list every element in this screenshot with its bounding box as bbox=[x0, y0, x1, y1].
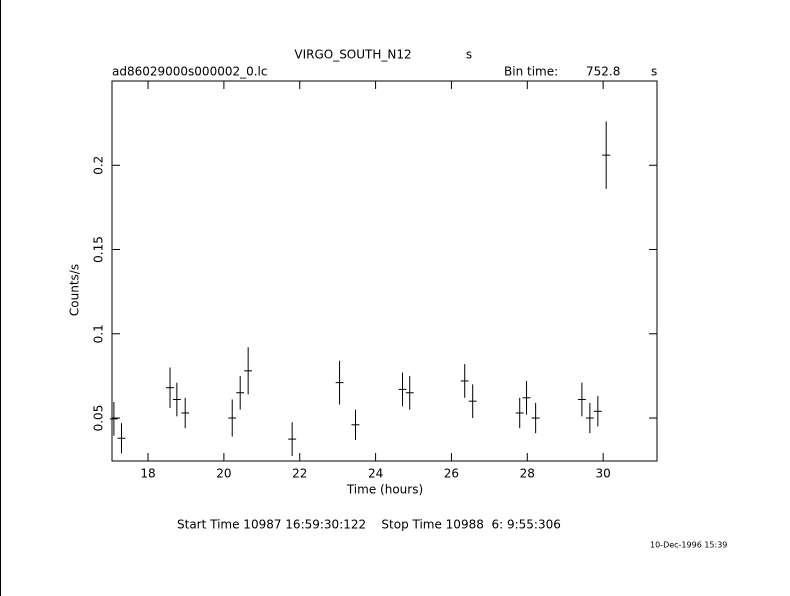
x-axis-label: Time (hours) bbox=[346, 483, 423, 497]
bin-time: 752.8 bbox=[586, 65, 620, 79]
bin-time-label: Bin time: bbox=[504, 65, 558, 79]
x-tick-label: 26 bbox=[444, 467, 459, 481]
y-tick-label: 0.2 bbox=[92, 156, 106, 175]
y-axis-label: Counts/s bbox=[68, 264, 82, 316]
x-tick-label: 28 bbox=[520, 467, 535, 481]
x-tick-label: 20 bbox=[216, 467, 231, 481]
chart-title: VIRGO_SOUTH_N12 bbox=[294, 48, 411, 62]
plot-frame bbox=[111, 80, 658, 462]
y-tick-label: 0.15 bbox=[92, 236, 106, 263]
title-unit: s bbox=[466, 48, 472, 62]
x-tick-label: 18 bbox=[140, 467, 155, 481]
bin-time-unit: s bbox=[651, 65, 657, 79]
x-tick-label: 22 bbox=[292, 467, 307, 481]
date: 10-Dec-1996 15:39 bbox=[650, 541, 727, 550]
x-tick-label: 30 bbox=[596, 467, 611, 481]
x-tick-label: 24 bbox=[368, 467, 383, 481]
y-tick-label: 0.05 bbox=[92, 405, 106, 432]
file-name: ad86029000s000002_0.lc bbox=[112, 65, 268, 79]
y-tick-label: 0.1 bbox=[92, 324, 106, 343]
footer: Start Time 10987 16:59:30:122 Stop Time … bbox=[177, 518, 561, 532]
